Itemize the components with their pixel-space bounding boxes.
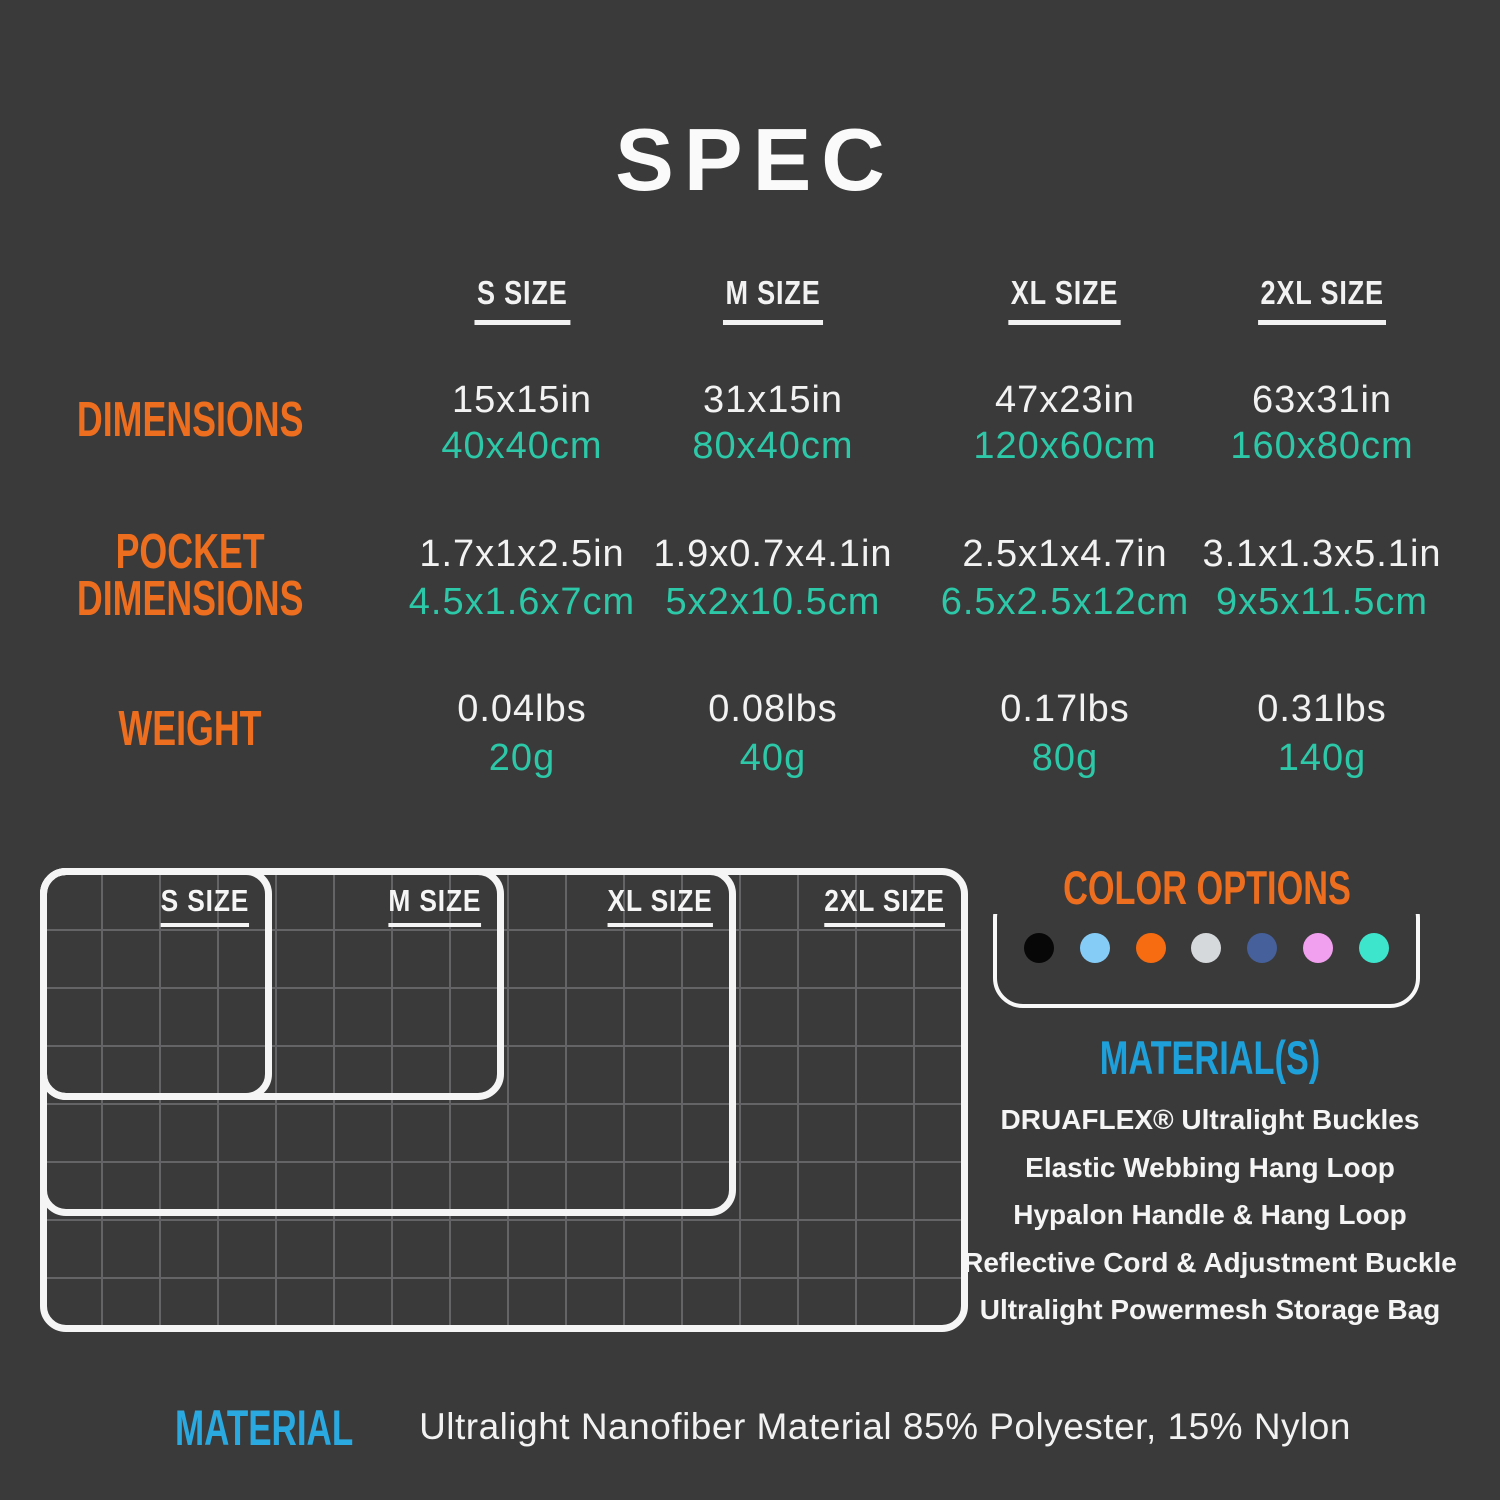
row-label-line: WEIGHT [30, 702, 350, 756]
column-header-text: M SIZE [722, 274, 824, 325]
color-swatch-navy-blue [1247, 933, 1278, 963]
size-rect-label-text: M SIZE [388, 883, 481, 927]
column-header: XL SIZE [905, 274, 1225, 325]
size-rect-label-text: XL SIZE [607, 883, 713, 927]
size-rect-label: S SIZE [145, 883, 249, 927]
cell-metric: 120x60cm [973, 425, 1157, 467]
cell-inches: 3.1x1.3x5.1in [1202, 533, 1442, 575]
column-header-text: 2XL SIZE [1257, 274, 1387, 325]
cell-inches: 0.04lbs [457, 688, 587, 730]
material-item: DRUAFLEX® Ultralight Buckles [1000, 1104, 1420, 1135]
cell-metric: 5x2x10.5cm [665, 581, 881, 623]
cell-inches: 1.7x1x2.5in [419, 533, 625, 575]
cell-inches: 0.31lbs [1257, 688, 1387, 730]
row-label: POCKET DIMENSIONS [30, 525, 350, 626]
color-swatch-black [1024, 933, 1054, 963]
material-item: Hypalon Handle & Hang Loop [1013, 1199, 1407, 1231]
material-item: Ultralight Powermesh Storage Bag [979, 1294, 1441, 1326]
material-footer-label: MATERIAL [175, 1403, 430, 1453]
cell-metric: 6.5x2.5x12cm [940, 581, 1190, 623]
cell-metric: 80g [1031, 737, 1099, 779]
row-label: DIMENSIONS [30, 393, 350, 447]
color-swatch-sky-blue [1079, 933, 1110, 963]
row-label-text: POCKET [115, 525, 265, 579]
cell-metric: 40g [739, 737, 807, 779]
size-rect-label: XL SIZE [589, 883, 713, 927]
material-footer-value: Ultralight Nanofiber Material 85% Polyes… [419, 1406, 1351, 1447]
cell-inches: 31x15in [702, 379, 844, 421]
row-label-text: DIMENSIONS [76, 393, 304, 447]
cell-inches: 2.5x1x4.7in [962, 533, 1168, 575]
column-header: M SIZE [613, 274, 933, 325]
column-header: S SIZE [362, 274, 682, 325]
materials-title: MATERIAL(S) [960, 1032, 1460, 1084]
color-swatch-pink [1303, 933, 1334, 963]
size-rect-s-size: S SIZE [40, 868, 272, 1100]
materials-title-text: MATERIAL(S) [1099, 1031, 1321, 1084]
cell-inches: 0.08lbs [708, 688, 838, 730]
material-item: Elastic Webbing Hang Loop [1025, 1151, 1395, 1183]
cell-metric: 9x5x11.5cm [1215, 581, 1429, 623]
color-options-title: COLOR OPTIONS [979, 861, 1434, 914]
color-swatch-orange [1135, 933, 1166, 963]
grid-lines [45, 873, 963, 1327]
page-title: SPEC [615, 110, 895, 209]
column-header-text: S SIZE [474, 274, 570, 325]
cell-metric: 4.5x1.6x7cm [408, 581, 636, 623]
cell-metric: 40x40cm [441, 425, 603, 467]
size-diagram: 2XL SIZE XL SIZE M SIZE S SIZE [40, 868, 968, 1332]
color-swatch-turquoise [1358, 933, 1389, 963]
color-options-title-text: COLOR OPTIONS [1062, 861, 1351, 914]
cell-metric: 140g [1277, 737, 1367, 779]
row-label-text: WEIGHT [118, 702, 262, 756]
cell-inches: 15x15in [451, 379, 593, 421]
row-label-text: DIMENSIONS [76, 572, 304, 626]
color-options-box: COLOR OPTIONS [979, 862, 1434, 1008]
size-rect-label-text: S SIZE [160, 883, 249, 927]
row-label-line: DIMENSIONS [30, 393, 350, 447]
row-label-line: DIMENSIONS [30, 572, 350, 626]
cell-inches: 47x23in [994, 379, 1136, 421]
color-swatch-light-gray [1191, 933, 1222, 963]
cell-metric: 160x80cm [1230, 425, 1414, 467]
size-rect-label: 2XL SIZE [803, 883, 945, 927]
cell-inches: 1.9x0.7x4.1in [653, 533, 893, 575]
materials-list: DRUAFLEX® Ultralight Buckles Elastic Webb… [935, 1096, 1485, 1334]
cell-inches: 0.17lbs [1000, 688, 1130, 730]
column-header: 2XL SIZE [1162, 274, 1482, 325]
cell-metric: 20g [488, 737, 556, 779]
column-header-text: XL SIZE [1008, 274, 1122, 325]
material-footer-label-text: MATERIAL [175, 1400, 354, 1456]
size-rect-label-text: 2XL SIZE [824, 883, 945, 927]
row-label: WEIGHT [30, 702, 350, 756]
size-rect-label: M SIZE [372, 883, 481, 927]
material-item: Reflective Cord & Adjustment Buckle [963, 1246, 1457, 1278]
cell-metric: 80x40cm [692, 425, 854, 467]
row-label-line: POCKET [30, 525, 350, 579]
color-swatches [997, 892, 1416, 1004]
cell-inches: 63x31in [1251, 379, 1393, 421]
